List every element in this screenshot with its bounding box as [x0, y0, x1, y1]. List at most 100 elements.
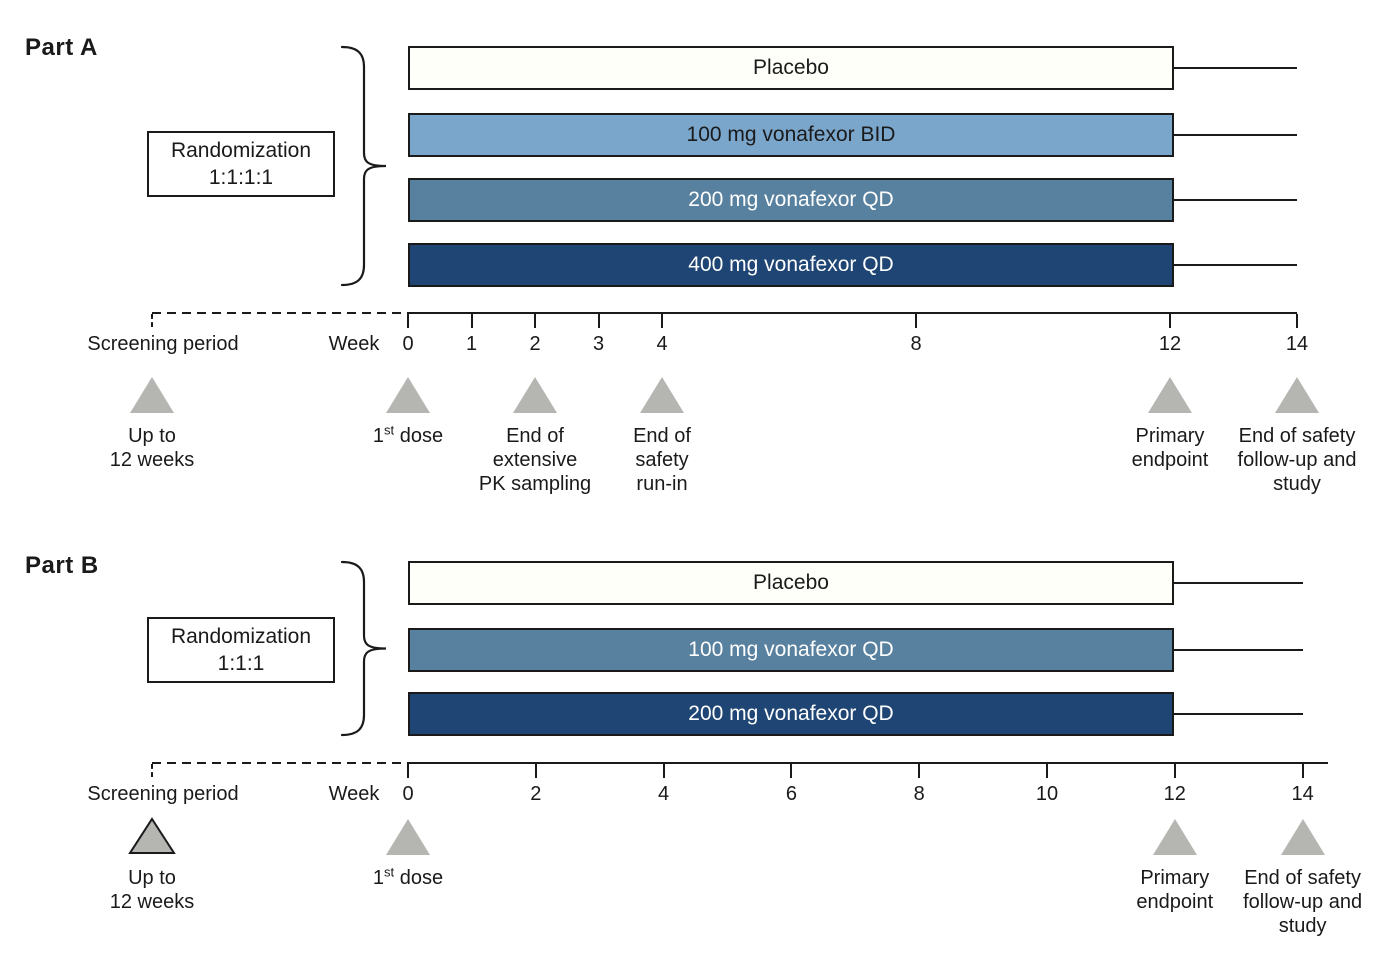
week-tick-label: 10	[1035, 783, 1059, 805]
treatment-arm-label: 100 mg vonafexor QD	[688, 638, 894, 661]
milestone-label-line: safety	[635, 449, 689, 471]
week-tick	[662, 764, 665, 778]
part-a-brace	[340, 45, 387, 287]
week-tick	[1173, 764, 1176, 778]
follow-up-line	[1174, 134, 1297, 136]
treatment-arm-bar: 100 mg vonafexor BID	[408, 113, 1174, 157]
week-axis-title: Week	[328, 783, 380, 805]
screening-period-label: Screening period	[87, 783, 239, 805]
milestone-label-line: study	[1273, 473, 1321, 495]
milestone-label-line: Up to	[128, 867, 176, 889]
week-tick-label: 12	[1158, 333, 1182, 355]
milestone-label-line: 1st dose	[372, 422, 444, 447]
week-tick-label: 8	[910, 333, 922, 355]
follow-up-line	[1174, 713, 1303, 715]
screening-dashed-line	[152, 762, 408, 764]
milestone-triangle-icon	[130, 377, 174, 413]
randomization-ratio: 1:1:1:1	[208, 166, 274, 189]
treatment-arm-label: 200 mg vonafexor QD	[688, 702, 894, 725]
part-a-title: Part A	[25, 33, 98, 61]
randomization-label: Randomization	[170, 625, 312, 648]
milestone-triangle-icon	[1275, 377, 1319, 413]
milestone-triangle-icon	[386, 819, 430, 855]
milestone-label-line: End of	[633, 425, 691, 447]
milestone-label-line: study	[1278, 915, 1327, 937]
milestone-label-line: extensive	[492, 449, 578, 471]
screening-start-tick	[151, 314, 153, 327]
milestone-triangle-icon	[386, 377, 430, 413]
milestone-label-line: End of	[506, 425, 564, 447]
follow-up-line	[1174, 264, 1297, 266]
week-tick-label: 6	[785, 783, 797, 805]
milestone-triangle-icon	[513, 377, 557, 413]
follow-up-line	[1174, 649, 1303, 651]
part-b-randomization-box: Randomization 1:1:1	[147, 617, 335, 683]
week-tick-label: 2	[529, 333, 541, 355]
milestone-label-line: follow-up and	[1243, 891, 1363, 913]
week-tick	[915, 314, 917, 328]
week-tick	[1296, 314, 1298, 328]
milestone-triangle-icon	[1280, 819, 1325, 855]
treatment-arm-label: Placebo	[753, 571, 829, 594]
week-tick-label: 3	[592, 333, 605, 355]
milestone-label-line: End of safety	[1238, 425, 1356, 447]
week-tick	[1046, 764, 1048, 778]
part-b-title: Part B	[25, 551, 99, 579]
follow-up-line	[1174, 67, 1297, 69]
week-tick-label: 12	[1163, 783, 1186, 805]
week-tick	[534, 764, 537, 778]
week-tick-label: 1	[465, 333, 478, 355]
treatment-arm-label: 200 mg vonafexor QD	[688, 188, 894, 211]
week-axis-title: Week	[328, 333, 380, 355]
milestone-triangle-icon	[1148, 377, 1192, 413]
milestone-label-line: 12 weeks	[109, 891, 195, 913]
milestone-label: Primary endpoint	[1136, 866, 1213, 914]
milestone-triangle-icon	[1152, 819, 1197, 855]
week-tick-label: 0	[402, 333, 414, 355]
milestone-label-line: endpoint	[1131, 449, 1209, 471]
treatment-arm-label: 400 mg vonafexor QD	[688, 253, 894, 276]
week-tick-label: 4	[656, 333, 668, 355]
treatment-arm-bar: Placebo	[408, 561, 1174, 605]
part-a-randomization-box: Randomization 1:1:1:1	[147, 131, 335, 197]
milestone-label-line: PK sampling	[478, 473, 592, 495]
milestone-label-line: Up to	[128, 425, 176, 447]
milestone-label: End of safety follow-up and study	[1238, 424, 1357, 496]
week-axis-line	[408, 762, 1329, 764]
treatment-arm-bar: Placebo	[408, 46, 1174, 90]
week-tick	[1169, 314, 1171, 328]
screening-start-tick	[151, 764, 153, 777]
treatment-arm-bar: 100 mg vonafexor QD	[408, 628, 1174, 672]
follow-up-line	[1174, 199, 1297, 201]
week-tick-label: 2	[530, 783, 542, 805]
treatment-arm-bar: 200 mg vonafexor QD	[408, 178, 1174, 222]
milestone-label: Up to 12 weeks	[110, 866, 195, 914]
milestone-label: End of safety follow-up and study	[1243, 866, 1362, 938]
treatment-arm-label: Placebo	[753, 56, 829, 79]
milestone-label: Primary endpoint	[1132, 424, 1209, 472]
week-tick	[534, 314, 536, 328]
milestone-label-line: run-in	[636, 473, 688, 495]
week-axis-line	[408, 312, 1297, 314]
week-tick	[661, 314, 663, 328]
follow-up-line	[1174, 582, 1303, 584]
milestone-label-line: endpoint	[1136, 891, 1214, 913]
randomization-label: Randomization	[170, 139, 312, 162]
milestone-label: End of safety run-in	[633, 424, 691, 496]
milestone-label: 1st dose	[372, 422, 444, 448]
treatment-arm-bar: 400 mg vonafexor QD	[408, 243, 1174, 287]
milestone-label-line: End of safety	[1244, 867, 1361, 889]
milestone-label-line: follow-up and	[1237, 449, 1357, 471]
week-tick	[790, 764, 793, 778]
milestone-label: End of extensive PK sampling	[479, 424, 591, 496]
week-tick-label: 14	[1285, 333, 1309, 355]
screening-period-label: Screening period	[87, 333, 239, 355]
week-tick	[597, 314, 600, 328]
part-b-brace	[340, 560, 387, 737]
milestone-triangle-icon	[128, 817, 176, 854]
week-tick	[918, 764, 921, 778]
milestone-label: Up to 12 weeks	[110, 424, 195, 472]
